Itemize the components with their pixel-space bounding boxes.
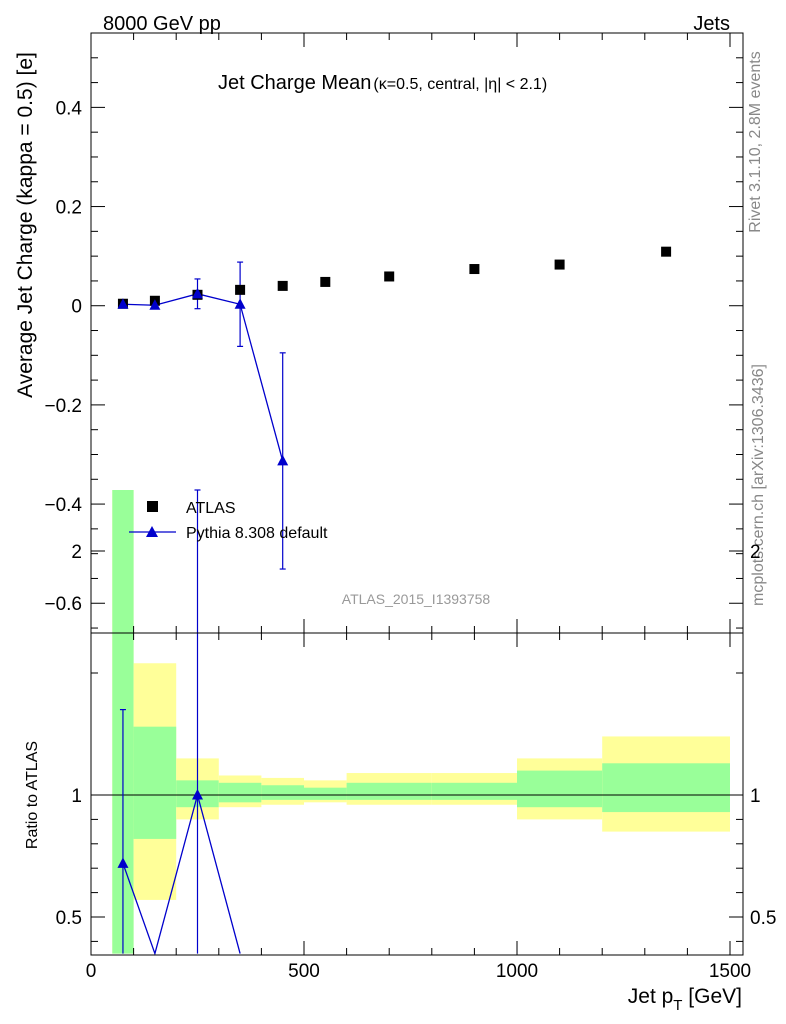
top-frame bbox=[90, 32, 744, 634]
ytick-label-top-5: 0.4 bbox=[56, 98, 83, 119]
atlas-point-9 bbox=[661, 246, 672, 257]
band-inner-9 bbox=[602, 763, 730, 813]
ratio-mc-point-2 bbox=[192, 789, 203, 800]
main-title-text: Jet Charge Mean bbox=[218, 72, 371, 94]
ratio-mc-point-0 bbox=[117, 857, 129, 868]
legend-atlas-label: ATLAS bbox=[186, 500, 236, 517]
ytick-label-bot-left-1: 1 bbox=[71, 786, 82, 807]
atlas-point-8 bbox=[554, 259, 565, 270]
x-axis-label: Jet pT [GeV] bbox=[628, 985, 742, 1014]
ytick-label-bot-right-2: 2 bbox=[750, 542, 761, 563]
x-axis-label-main: Jet p bbox=[628, 985, 674, 1008]
ytick-label-top-0: −0.6 bbox=[44, 594, 82, 615]
rivet-label: Rivet 3.1.10, 2.8M events bbox=[747, 51, 764, 232]
mc-line bbox=[122, 293, 284, 462]
ytick-label-top-3: 0 bbox=[71, 297, 82, 318]
legend-atlas-marker bbox=[147, 501, 158, 512]
mc-point-0 bbox=[117, 298, 129, 309]
atlas-point-6 bbox=[384, 271, 395, 282]
band-inner-8 bbox=[517, 770, 603, 808]
xtick-label-3: 1500 bbox=[709, 961, 751, 982]
watermark: ATLAS_2015_I1393758 bbox=[342, 591, 491, 607]
band-inner-3 bbox=[218, 782, 262, 803]
top-plot bbox=[117, 246, 672, 570]
bottom-frame bbox=[90, 632, 744, 956]
band-inner-7 bbox=[431, 782, 517, 800]
ytick-label-top-1: −0.4 bbox=[44, 495, 82, 516]
main-title: Jet Charge Mean (κ=0.5, central, |η| < 2.… bbox=[218, 72, 547, 94]
xtick-label-0: 0 bbox=[86, 961, 97, 982]
mc-point-4 bbox=[277, 454, 289, 466]
ratio-bands bbox=[91, 490, 743, 954]
atlas-point-4 bbox=[277, 280, 288, 291]
mc-point-3 bbox=[234, 298, 246, 309]
header-left: 8000 GeV pp bbox=[103, 13, 221, 35]
legend-mc-label: Pythia 8.308 default bbox=[186, 525, 328, 542]
xtick-label-1: 500 bbox=[288, 961, 320, 982]
bottom-ylabel: Ratio to ATLAS bbox=[24, 741, 41, 849]
ytick-label-bot-left-2: 2 bbox=[71, 542, 82, 563]
axes: 0 500 1000 1500 −0.6 −0.4 −0.2 0 0.2 0.4 0.5 0.5 1 1 2… bbox=[44, 32, 776, 982]
atlas-point-7 bbox=[469, 264, 480, 275]
x-axis-label-sub: T bbox=[673, 997, 682, 1014]
header-right: Jets bbox=[693, 13, 730, 35]
atlas-point-3 bbox=[235, 284, 246, 295]
band-inner-1 bbox=[133, 726, 177, 839]
atlas-point-5 bbox=[320, 276, 331, 287]
ytick-label-bot-right-1: 1 bbox=[750, 786, 761, 807]
ytick-label-top-4: 0.2 bbox=[56, 198, 82, 219]
main-title-sub: (κ=0.5, central, |η| < 2.1) bbox=[373, 76, 547, 93]
xtick-label-2: 1000 bbox=[496, 961, 538, 982]
ratio-plot bbox=[117, 489, 241, 956]
ratio-mc-line bbox=[122, 792, 241, 956]
ytick-label-top-2: −0.2 bbox=[44, 396, 82, 417]
mc-point-2 bbox=[192, 287, 203, 299]
band-inner-4 bbox=[261, 785, 304, 800]
ytick-label-bot-right-0: 0.5 bbox=[750, 908, 776, 929]
legend: ATLAS Pythia 8.308 default bbox=[129, 500, 328, 542]
legend-mc-marker bbox=[146, 526, 158, 537]
band-inner-6 bbox=[346, 782, 432, 800]
x-axis-label-unit: [GeV] bbox=[682, 985, 742, 1008]
top-ylabel: Average Jet Charge (kappa = 0.5) [e] bbox=[14, 52, 37, 398]
ytick-label-bot-left-0: 0.5 bbox=[56, 908, 82, 929]
mc-point-1 bbox=[149, 299, 161, 310]
mcplots-label: mcplots.cern.ch [arXiv:1306.3436] bbox=[750, 364, 767, 606]
band-inner-5 bbox=[304, 787, 347, 800]
